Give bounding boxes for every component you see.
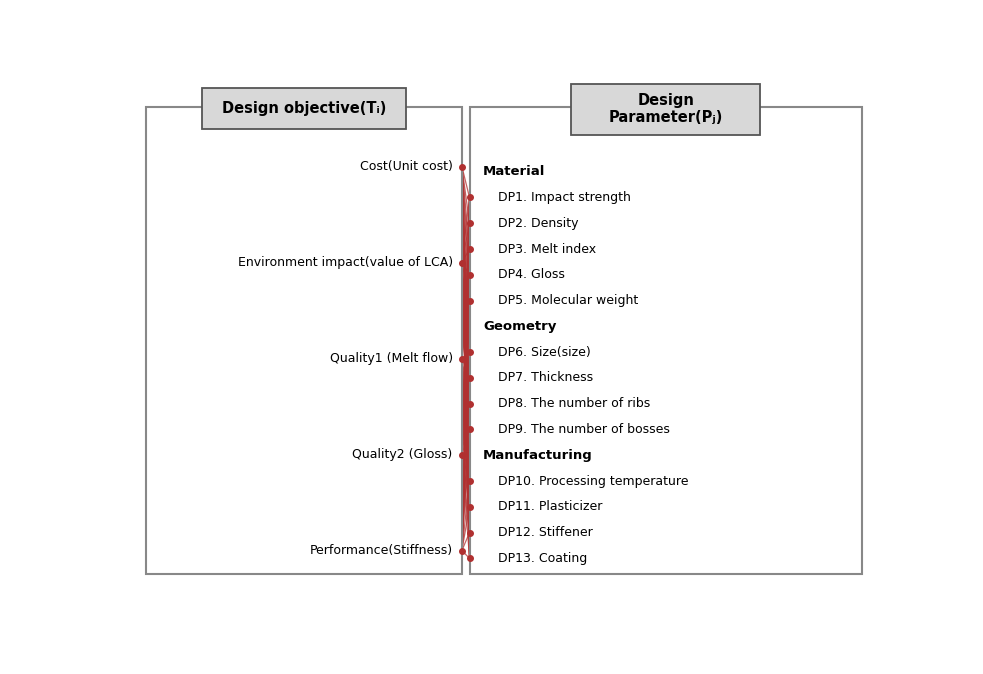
Text: DP10. Processing temperature: DP10. Processing temperature (498, 474, 689, 487)
FancyBboxPatch shape (571, 84, 760, 135)
Text: Environment impact(value of LCA): Environment impact(value of LCA) (238, 256, 453, 269)
Text: DP9. The number of bosses: DP9. The number of bosses (498, 423, 670, 436)
FancyBboxPatch shape (202, 88, 406, 129)
Text: DP7. Thickness: DP7. Thickness (498, 371, 594, 384)
Text: DP3. Melt index: DP3. Melt index (498, 243, 597, 255)
Text: Quality1 (Melt flow): Quality1 (Melt flow) (329, 352, 453, 365)
Text: DP2. Density: DP2. Density (498, 217, 579, 230)
Text: Material: Material (484, 165, 546, 178)
Text: Geometry: Geometry (484, 320, 556, 333)
Text: DP1. Impact strength: DP1. Impact strength (498, 191, 631, 204)
Text: DP11. Plasticizer: DP11. Plasticizer (498, 500, 603, 514)
Text: Performance(Stiffness): Performance(Stiffness) (310, 544, 453, 557)
Text: DP5. Molecular weight: DP5. Molecular weight (498, 294, 639, 307)
Text: Manufacturing: Manufacturing (484, 449, 593, 462)
Text: DP13. Coating: DP13. Coating (498, 552, 588, 565)
Text: DP4. Gloss: DP4. Gloss (498, 268, 565, 281)
Text: Quality2 (Gloss): Quality2 (Gloss) (353, 448, 453, 461)
Text: DP8. The number of ribs: DP8. The number of ribs (498, 397, 651, 410)
Text: Design
Parameter(Pⱼ): Design Parameter(Pⱼ) (608, 93, 723, 125)
Text: DP6. Size(size): DP6. Size(size) (498, 346, 591, 359)
Text: Cost(Unit cost): Cost(Unit cost) (360, 160, 453, 173)
Text: Design objective(Tᵢ): Design objective(Tᵢ) (221, 101, 386, 116)
Text: DP12. Stiffener: DP12. Stiffener (498, 526, 593, 539)
